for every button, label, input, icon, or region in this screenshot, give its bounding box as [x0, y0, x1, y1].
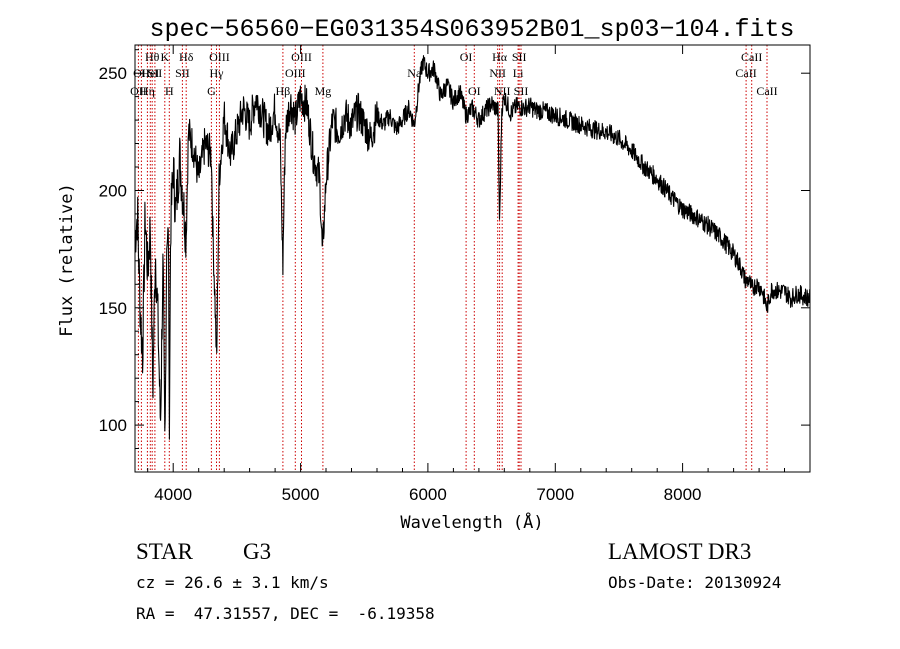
line-marker-label: Hθ — [145, 50, 160, 64]
spectrum-line — [134, 55, 811, 440]
line-marker-label: CaII — [735, 66, 756, 80]
x-tick-label: 6000 — [409, 485, 447, 504]
line-marker-label: G — [207, 84, 216, 98]
y-tick-label: 150 — [99, 299, 127, 318]
line-marker-label: SII — [175, 66, 190, 80]
observation-date: Obs-Date: 20130924 — [608, 573, 782, 592]
line-marker-label: Li — [513, 66, 524, 80]
line-marker-label: OIII — [285, 66, 306, 80]
object-class: STAR — [136, 539, 193, 564]
survey-name: LAMOST DR3 — [608, 539, 752, 564]
line-marker-label: SII — [148, 66, 163, 80]
y-tick-label: 200 — [99, 182, 127, 201]
line-marker-label: OI — [468, 84, 481, 98]
line-marker-label: OIII — [291, 50, 312, 64]
line-marker-label: OI — [460, 50, 473, 64]
line-marker-label: NII — [494, 84, 511, 98]
spectral-subclass: G3 — [243, 539, 272, 564]
line-marker-label: Hγ — [210, 66, 225, 80]
y-axis: 100 150 200 250 — [99, 49, 810, 449]
line-marker-label: CaII — [756, 84, 777, 98]
x-axis-label: Wavelength (Å) — [400, 511, 543, 533]
line-marker-label: H — [165, 84, 174, 98]
x-tick-label: 8000 — [664, 485, 702, 504]
line-marker-label: SII — [514, 84, 529, 98]
spectrum-series — [134, 55, 811, 440]
y-tick-label: 100 — [99, 416, 127, 435]
y-axis-label: Flux (relative) — [57, 183, 77, 337]
line-marker-label: SII — [512, 50, 527, 64]
line-marker-label: Hα — [492, 50, 508, 64]
x-tick-label: 7000 — [536, 485, 574, 504]
redshift-readout: cz = 26.6 ± 3.1 km/s — [136, 573, 329, 592]
line-marker-label: CaII — [741, 50, 762, 64]
line-marker-label: K — [160, 50, 169, 64]
chart-title: spec−56560−EG031354S063952B01_sp03−104.f… — [149, 15, 794, 44]
x-tick-label: 4000 — [154, 485, 192, 504]
line-marker-label: HeI — [141, 66, 159, 80]
x-axis: 4000 5000 6000 7000 8000 — [147, 45, 785, 504]
marker-labels: OIIOIIHηHeIHθSIIKHSIIHδGHγOIIIHβOIIIOIII… — [130, 50, 778, 98]
line-marker-label: NII — [489, 66, 506, 80]
line-marker-label: OII — [130, 84, 147, 98]
line-marker-label: OIII — [209, 50, 230, 64]
line-marker-label: Mg — [315, 84, 332, 98]
coordinates-readout: RA = 47.31557, DEC = -6.19358 — [136, 604, 435, 623]
plot-frame — [134, 44, 811, 473]
line-marker-label: Hδ — [179, 50, 194, 64]
line-marker-label: Hη — [140, 84, 155, 98]
line-marker-label: Na — [407, 66, 422, 80]
y-tick-label: 250 — [99, 64, 127, 83]
line-marker-label: Hβ — [276, 84, 291, 98]
x-tick-label: 5000 — [282, 485, 320, 504]
